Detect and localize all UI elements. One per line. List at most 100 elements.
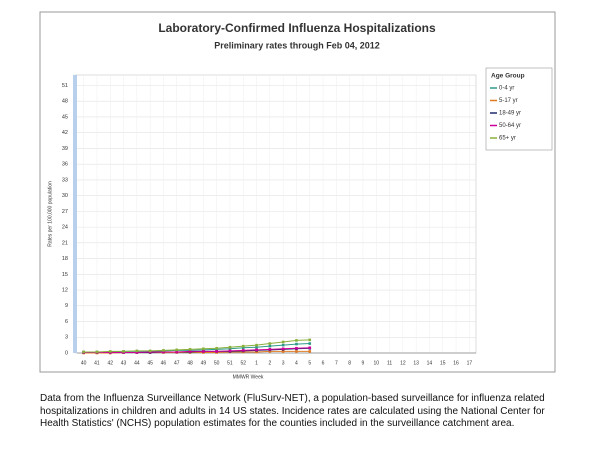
y-tick-label: 42 [62,130,68,136]
y-tick-label: 21 [62,240,68,246]
x-tick-label: 2 [268,360,271,366]
series-marker [241,346,245,350]
x-tick-label: 52 [240,360,246,366]
x-tick-label: 47 [174,360,180,366]
series-marker [281,347,285,351]
x-tick-label: 1 [255,360,258,366]
legend-label: 5-17 yr [499,98,518,104]
series-line [83,347,310,353]
x-tick-label: 46 [161,360,167,366]
series-marker [255,348,258,352]
series-marker [148,349,152,353]
series-marker [202,350,205,353]
legend-label: 50-64 yr [499,123,521,129]
series-marker [308,338,312,342]
x-tick-label: 3 [282,360,285,366]
x-axis-label: MMWR Week [233,374,264,380]
series-marker [268,348,272,351]
x-tick-label: 15 [440,360,446,366]
series-marker [241,349,245,352]
left-strip [73,75,77,353]
series-marker [295,350,298,353]
series-marker [295,339,298,342]
series-marker [108,350,112,353]
x-tick-label: 12 [400,360,406,366]
series-marker [268,342,272,345]
series-marker [215,346,218,350]
x-tick-label: 9 [362,360,365,366]
series-marker [122,350,125,353]
series-marker [215,350,218,353]
series-marker [162,350,165,354]
y-tick-label: 27 [62,209,68,215]
series-marker [255,343,258,347]
x-tick-label: 14 [427,360,433,366]
legend-title: Age Group [491,73,525,80]
y-tick-label: 0 [65,350,68,356]
x-tick-label: 50 [214,360,220,366]
series-marker [135,351,139,354]
series-marker [95,350,99,354]
series-marker [175,350,179,354]
x-tick-label: 4 [295,360,298,366]
x-tick-label: 48 [187,360,193,366]
y-tick-label: 45 [62,114,68,120]
x-tick-label: 44 [134,360,140,366]
y-tick-label: 36 [62,162,68,168]
series-marker [255,345,258,349]
series-marker [202,347,205,351]
x-tick-label: 16 [453,360,459,366]
series-marker [281,350,285,353]
x-tick-label: 41 [94,360,100,366]
series-marker [308,346,312,350]
chart-title: Laboratory-Confirmed Influenza Hospitali… [158,21,436,35]
y-tick-label: 3 [65,335,68,341]
y-tick-label: 12 [62,288,68,294]
x-tick-label: 11 [387,360,392,366]
x-tick-label: 5 [308,360,311,366]
series-marker [228,347,232,351]
y-tick-label: 39 [62,146,68,152]
series-marker [228,345,232,349]
x-tick-label: 40 [81,360,87,366]
series-marker [268,344,272,348]
x-tick-label: 10 [373,360,379,366]
x-tick-label: 17 [467,360,473,366]
series-marker [175,348,179,352]
series-marker [308,342,312,345]
caption: Data from the Influenza Surveillance Net… [40,393,545,429]
series-marker [281,343,285,347]
series-marker [82,350,85,354]
series-marker [308,350,312,353]
series-line [83,339,310,353]
chart: Laboratory-Confirmed Influenza Hospitali… [39,11,556,380]
series-marker [295,342,298,346]
x-tick-label: 7 [335,360,338,366]
y-tick-label: 30 [62,193,68,199]
x-tick-label: 13 [413,360,419,366]
y-tick-label: 24 [62,225,68,231]
legend-label: 18-49 yr [499,111,521,117]
series-marker [188,350,192,353]
chart-subtitle: Preliminary rates through Feb 04, 2012 [214,40,380,50]
series-marker [135,349,139,353]
series-marker [255,350,258,354]
legend-box [485,67,553,151]
series-marker [228,349,232,353]
x-tick-label: 49 [201,360,207,366]
y-tick-label: 51 [62,83,68,89]
series-marker [281,340,285,344]
legend-label: 65+ yr [499,136,516,142]
y-tick-label: 9 [65,303,68,309]
x-tick-label: 45 [147,360,153,366]
y-axis-label: Rates per 100,000 population [47,181,53,247]
x-tick-label: 8 [348,360,351,366]
plot-area [74,74,477,354]
x-tick-label: 42 [107,360,113,366]
series-marker [241,344,245,348]
series-marker [268,350,272,353]
y-tick-label: 18 [62,256,68,262]
y-tick-label: 15 [62,272,68,278]
y-tick-label: 48 [62,99,68,105]
